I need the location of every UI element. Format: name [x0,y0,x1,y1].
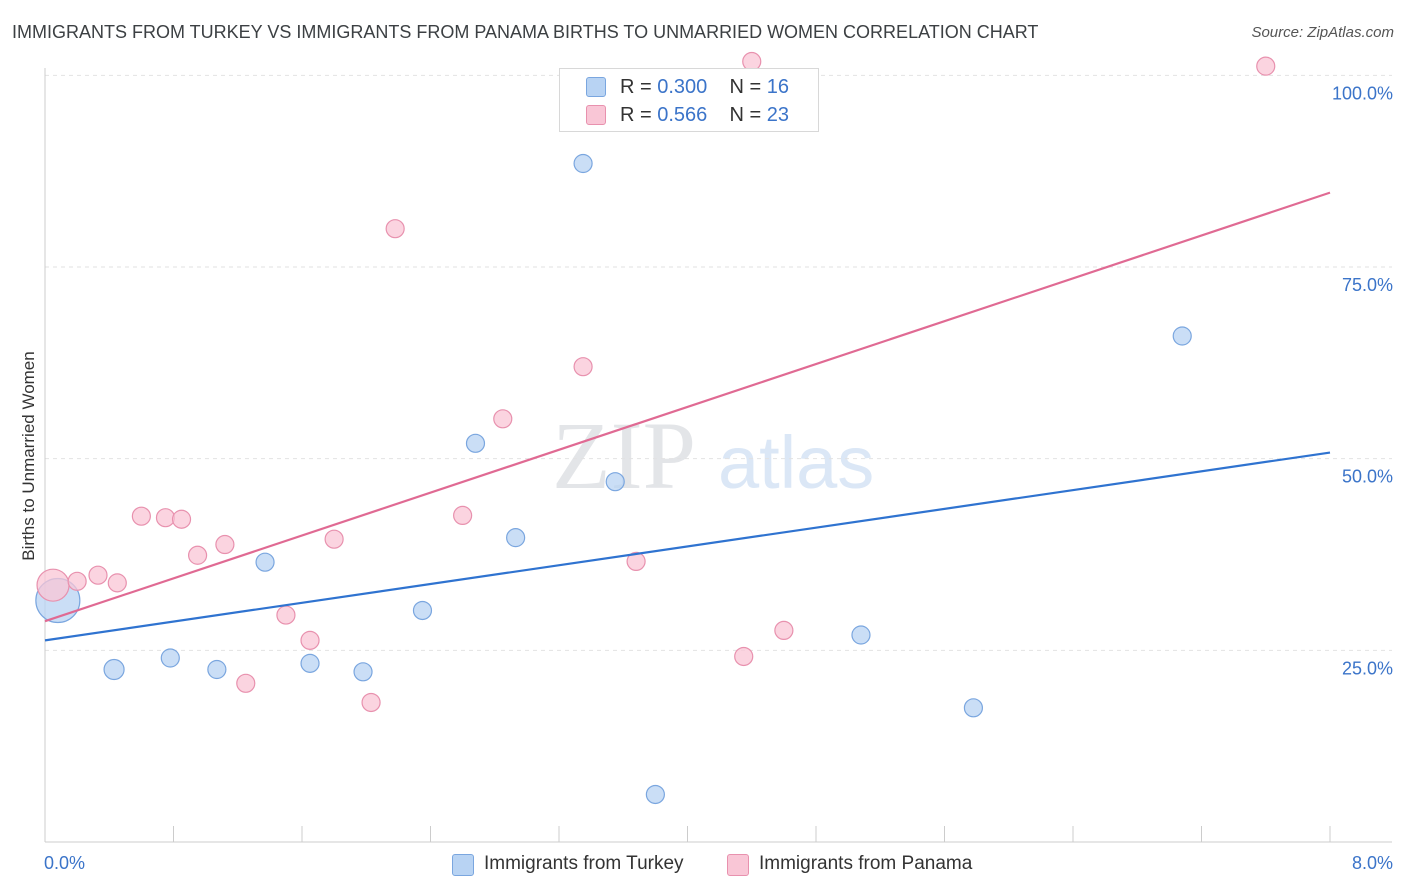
point-panama-12 [324,529,344,549]
source-label: Source: ZipAtlas.com [1251,24,1394,41]
legend-swatch-turkey [586,77,606,97]
point-panama-8 [215,534,235,555]
y-tick-label-3: 100.0% [1332,83,1393,103]
y-tick-labels: 25.0% 50.0% 75.0% 100.0% [1332,83,1393,678]
legend-n-label-turkey: N = [729,76,762,98]
data-points [35,51,1276,805]
point-turkey-6 [353,662,373,682]
trend-lines [44,191,1331,642]
point-turkey-15 [1172,326,1192,346]
legend-r-value-panama: 0.566 [657,104,708,126]
point-turkey-10 [573,153,593,174]
chart-title: IMMIGRANTS FROM TURKEY VS IMMIGRANTS FRO… [12,22,1039,42]
y-tick-label-0: 25.0% [1342,658,1393,678]
legend-r-value-turkey: 0.300 [657,76,708,98]
point-panama-4 [131,506,151,526]
point-panama-14 [385,219,405,239]
point-turkey-5 [300,653,320,673]
point-turkey-9 [506,528,526,548]
point-panama-15 [453,505,473,526]
legend-n-value-panama: 23 [766,104,790,126]
watermark: ZIP atlas [552,402,874,509]
x-tick-label-1: 8.0% [1352,853,1393,873]
point-panama-2 [88,565,108,585]
y-tick-label-2: 75.0% [1342,275,1393,295]
point-turkey-13 [851,625,871,645]
trend-line-panama [44,191,1331,623]
watermark-atlas: atlas [718,421,874,504]
legend-n-label-panama: N = [729,104,762,126]
watermark-zip: ZIP [552,402,696,509]
point-panama-6 [171,509,192,529]
axes [44,68,1392,843]
point-panama-11 [300,630,320,650]
point-turkey-12 [645,784,665,805]
y-axis-title: Births to Unmarried Women [19,351,38,560]
series-legend: Immigrants from Turkey Immigrants from P… [0,852,1406,878]
point-panama-10 [276,605,296,625]
point-turkey-14 [963,698,984,718]
legend-r-label-turkey: R = [620,76,652,98]
y-axis-title-group: Births to Unmarried Women [19,351,38,560]
x-tick-label-0: 0.0% [44,853,85,873]
legend-swatch-panama [586,105,606,125]
point-turkey-4 [255,552,275,572]
series-swatch-turkey [452,854,474,876]
point-panama-5 [155,508,176,528]
point-panama-9 [236,673,256,693]
point-turkey-8 [465,433,486,453]
y-tick-label-1: 50.0% [1342,467,1393,487]
point-panama-18 [626,551,646,572]
point-turkey-7 [412,600,433,621]
point-turkey-1 [103,658,125,681]
point-turkey-11 [605,472,625,492]
point-panama-16 [493,409,513,429]
point-panama-13 [361,692,381,713]
point-panama-3 [107,573,127,593]
point-panama-1 [67,571,87,591]
series-swatch-panama [727,854,749,876]
legend-r-label-panama: R = [620,104,652,126]
point-panama-7 [187,545,208,565]
correlation-legend: R = 0.300 N = 16 R = 0.566 N = 23 [559,68,819,132]
x-tick-labels: 0.0% 8.0% [44,853,1393,873]
point-turkey-3 [207,659,227,680]
legend-n-value-turkey: 16 [766,76,790,98]
point-turkey-2 [160,648,180,668]
point-panama-0 [36,568,70,602]
series-label-turkey: Immigrants from Turkey [484,853,684,874]
trend-line-turkey [44,451,1331,642]
series-label-panama: Immigrants from Panama [759,853,973,874]
point-panama-17 [573,357,593,377]
point-panama-21 [774,620,794,641]
gridlines [45,74,1392,651]
point-panama-22 [1256,56,1276,76]
point-panama-19 [734,646,754,667]
